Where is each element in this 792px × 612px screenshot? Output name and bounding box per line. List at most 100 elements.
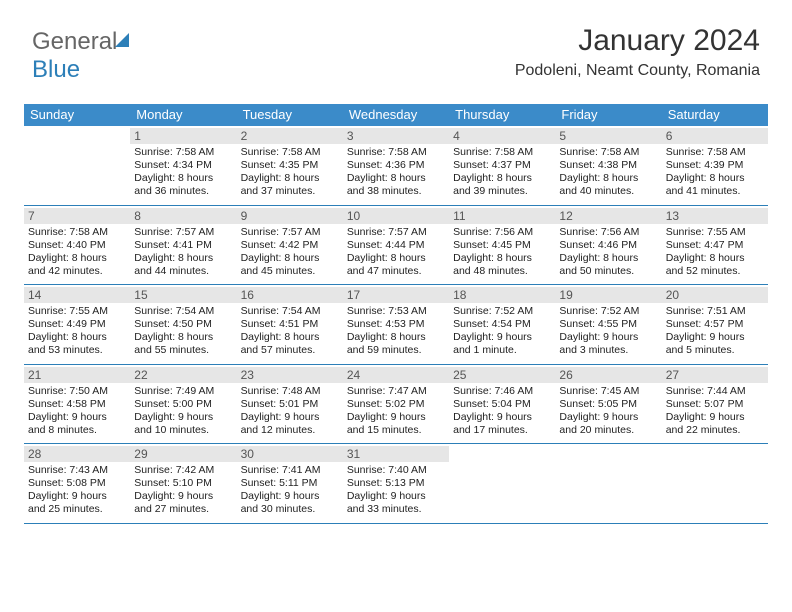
brand-logo: General Blue bbox=[32, 28, 129, 84]
day-number: 26 bbox=[555, 367, 661, 383]
calendar-day-cell: 24 Sunrise: 7:47 AM Sunset: 5:02 PM Dayli… bbox=[343, 365, 449, 444]
day-sun-data: Sunrise: 7:44 AM Sunset: 5:07 PM Dayligh… bbox=[666, 385, 764, 438]
calendar-day-cell: 25 Sunrise: 7:46 AM Sunset: 5:04 PM Dayli… bbox=[449, 365, 555, 444]
calendar-day-cell: 7Sunrise: 7:58 AM Sunset: 4:40 PM Daylig… bbox=[24, 206, 130, 285]
day-number: 18 bbox=[449, 287, 555, 303]
location-subtitle: Podoleni, Neamt County, Romania bbox=[515, 62, 760, 80]
day-sun-data: Sunrise: 7:58 AM Sunset: 4:34 PM Dayligh… bbox=[134, 146, 232, 199]
calendar-day-cell: 17 Sunrise: 7:53 AM Sunset: 4:53 PM Dayli… bbox=[343, 285, 449, 364]
calendar-week-row: 1 Sunrise: 7:58 AM Sunset: 4:34 PM Daylig… bbox=[24, 126, 768, 206]
day-sun-data: Sunrise: 7:54 AM Sunset: 4:50 PM Dayligh… bbox=[134, 305, 232, 358]
day-number: 9 bbox=[237, 208, 343, 224]
day-number: 4 bbox=[449, 128, 555, 144]
day-number: 5 bbox=[555, 128, 661, 144]
day-sun-data: Sunrise: 7:41 AM Sunset: 5:11 PM Dayligh… bbox=[241, 464, 339, 517]
weekday-header: Thursday bbox=[449, 104, 555, 126]
day-sun-data: Sunrise: 7:50 AM Sunset: 4:58 PM Dayligh… bbox=[28, 385, 126, 438]
day-sun-data: Sunrise: 7:55 AM Sunset: 4:47 PM Dayligh… bbox=[666, 226, 764, 279]
day-number: 23 bbox=[237, 367, 343, 383]
calendar-week-row: 28 Sunrise: 7:43 AM Sunset: 5:08 PM Dayli… bbox=[24, 444, 768, 524]
day-sun-data: Sunrise: 7:47 AM Sunset: 5:02 PM Dayligh… bbox=[347, 385, 445, 438]
calendar-day-cell: 8Sunrise: 7:57 AM Sunset: 4:41 PM Daylig… bbox=[130, 206, 236, 285]
day-sun-data: Sunrise: 7:49 AM Sunset: 5:00 PM Dayligh… bbox=[134, 385, 232, 438]
day-number: 8 bbox=[130, 208, 236, 224]
day-number: 31 bbox=[343, 446, 449, 462]
day-number: 19 bbox=[555, 287, 661, 303]
day-sun-data: Sunrise: 7:55 AM Sunset: 4:49 PM Dayligh… bbox=[28, 305, 126, 358]
calendar-day-cell bbox=[555, 444, 661, 523]
calendar-day-cell: 4 Sunrise: 7:58 AM Sunset: 4:37 PM Daylig… bbox=[449, 126, 555, 205]
weekday-header: Saturday bbox=[662, 104, 768, 126]
day-number: 17 bbox=[343, 287, 449, 303]
calendar-day-cell: 16 Sunrise: 7:54 AM Sunset: 4:51 PM Dayli… bbox=[237, 285, 343, 364]
day-number: 30 bbox=[237, 446, 343, 462]
day-sun-data: Sunrise: 7:54 AM Sunset: 4:51 PM Dayligh… bbox=[241, 305, 339, 358]
calendar-day-cell: 2 Sunrise: 7:58 AM Sunset: 4:35 PM Daylig… bbox=[237, 126, 343, 205]
calendar-day-cell bbox=[449, 444, 555, 523]
day-number: 29 bbox=[130, 446, 236, 462]
calendar-day-cell: 21 Sunrise: 7:50 AM Sunset: 4:58 PM Dayli… bbox=[24, 365, 130, 444]
calendar-day-cell: 11 Sunrise: 7:56 AM Sunset: 4:45 PM Dayli… bbox=[449, 206, 555, 285]
day-sun-data: Sunrise: 7:58 AM Sunset: 4:37 PM Dayligh… bbox=[453, 146, 551, 199]
calendar-week-row: 7Sunrise: 7:58 AM Sunset: 4:40 PM Daylig… bbox=[24, 206, 768, 286]
day-sun-data: Sunrise: 7:42 AM Sunset: 5:10 PM Dayligh… bbox=[134, 464, 232, 517]
day-number: 27 bbox=[662, 367, 768, 383]
day-sun-data: Sunrise: 7:51 AM Sunset: 4:57 PM Dayligh… bbox=[666, 305, 764, 358]
day-number: 28 bbox=[24, 446, 130, 462]
calendar-week-row: 21 Sunrise: 7:50 AM Sunset: 4:58 PM Dayli… bbox=[24, 365, 768, 445]
calendar-day-cell bbox=[662, 444, 768, 523]
calendar-day-cell: 14 Sunrise: 7:55 AM Sunset: 4:49 PM Dayli… bbox=[24, 285, 130, 364]
calendar-day-cell bbox=[24, 126, 130, 205]
weekday-header: Monday bbox=[130, 104, 236, 126]
calendar-day-cell: 19 Sunrise: 7:52 AM Sunset: 4:55 PM Dayli… bbox=[555, 285, 661, 364]
weekday-header-row: SundayMondayTuesdayWednesdayThursdayFrid… bbox=[24, 104, 768, 126]
page-heading: January 2024 Podoleni, Neamt County, Rom… bbox=[515, 24, 760, 80]
day-number: 16 bbox=[237, 287, 343, 303]
day-number: 13 bbox=[662, 208, 768, 224]
day-number: 3 bbox=[343, 128, 449, 144]
day-number: 11 bbox=[449, 208, 555, 224]
day-number: 12 bbox=[555, 208, 661, 224]
day-sun-data: Sunrise: 7:58 AM Sunset: 4:35 PM Dayligh… bbox=[241, 146, 339, 199]
day-sun-data: Sunrise: 7:48 AM Sunset: 5:01 PM Dayligh… bbox=[241, 385, 339, 438]
day-number: 2 bbox=[237, 128, 343, 144]
calendar-day-cell: 23 Sunrise: 7:48 AM Sunset: 5:01 PM Dayli… bbox=[237, 365, 343, 444]
day-number: 15 bbox=[130, 287, 236, 303]
calendar-week-row: 14 Sunrise: 7:55 AM Sunset: 4:49 PM Dayli… bbox=[24, 285, 768, 365]
weekday-header: Tuesday bbox=[237, 104, 343, 126]
calendar-grid: SundayMondayTuesdayWednesdayThursdayFrid… bbox=[24, 104, 768, 524]
weekday-header: Sunday bbox=[24, 104, 130, 126]
day-sun-data: Sunrise: 7:58 AM Sunset: 4:36 PM Dayligh… bbox=[347, 146, 445, 199]
calendar-day-cell: 3 Sunrise: 7:58 AM Sunset: 4:36 PM Daylig… bbox=[343, 126, 449, 205]
day-number: 25 bbox=[449, 367, 555, 383]
day-sun-data: Sunrise: 7:43 AM Sunset: 5:08 PM Dayligh… bbox=[28, 464, 126, 517]
calendar-day-cell: 27 Sunrise: 7:44 AM Sunset: 5:07 PM Dayli… bbox=[662, 365, 768, 444]
calendar-day-cell: 6Sunrise: 7:58 AM Sunset: 4:39 PM Daylig… bbox=[662, 126, 768, 205]
calendar-day-cell: 31Sunrise: 7:40 AM Sunset: 5:13 PM Dayli… bbox=[343, 444, 449, 523]
day-number: 24 bbox=[343, 367, 449, 383]
day-sun-data: Sunrise: 7:56 AM Sunset: 4:45 PM Dayligh… bbox=[453, 226, 551, 279]
calendar-day-cell: 29 Sunrise: 7:42 AM Sunset: 5:10 PM Dayli… bbox=[130, 444, 236, 523]
day-number: 7 bbox=[24, 208, 130, 224]
logo-text-1: General bbox=[32, 28, 117, 55]
month-title: January 2024 bbox=[515, 24, 760, 58]
day-number: 10 bbox=[343, 208, 449, 224]
logo-text-2: Blue bbox=[32, 56, 80, 83]
calendar-day-cell: 13 Sunrise: 7:55 AM Sunset: 4:47 PM Dayli… bbox=[662, 206, 768, 285]
day-number: 1 bbox=[130, 128, 236, 144]
day-sun-data: Sunrise: 7:58 AM Sunset: 4:39 PM Dayligh… bbox=[666, 146, 764, 199]
weekday-header: Wednesday bbox=[343, 104, 449, 126]
day-number: 22 bbox=[130, 367, 236, 383]
day-sun-data: Sunrise: 7:52 AM Sunset: 4:55 PM Dayligh… bbox=[559, 305, 657, 358]
day-sun-data: Sunrise: 7:52 AM Sunset: 4:54 PM Dayligh… bbox=[453, 305, 551, 358]
day-sun-data: Sunrise: 7:45 AM Sunset: 5:05 PM Dayligh… bbox=[559, 385, 657, 438]
calendar-day-cell: 10 Sunrise: 7:57 AM Sunset: 4:44 PM Dayli… bbox=[343, 206, 449, 285]
day-sun-data: Sunrise: 7:53 AM Sunset: 4:53 PM Dayligh… bbox=[347, 305, 445, 358]
day-sun-data: Sunrise: 7:57 AM Sunset: 4:44 PM Dayligh… bbox=[347, 226, 445, 279]
calendar-day-cell: 15 Sunrise: 7:54 AM Sunset: 4:50 PM Dayli… bbox=[130, 285, 236, 364]
weekday-header: Friday bbox=[555, 104, 661, 126]
calendar-day-cell: 28 Sunrise: 7:43 AM Sunset: 5:08 PM Dayli… bbox=[24, 444, 130, 523]
day-number: 21 bbox=[24, 367, 130, 383]
day-sun-data: Sunrise: 7:46 AM Sunset: 5:04 PM Dayligh… bbox=[453, 385, 551, 438]
day-number: 14 bbox=[24, 287, 130, 303]
